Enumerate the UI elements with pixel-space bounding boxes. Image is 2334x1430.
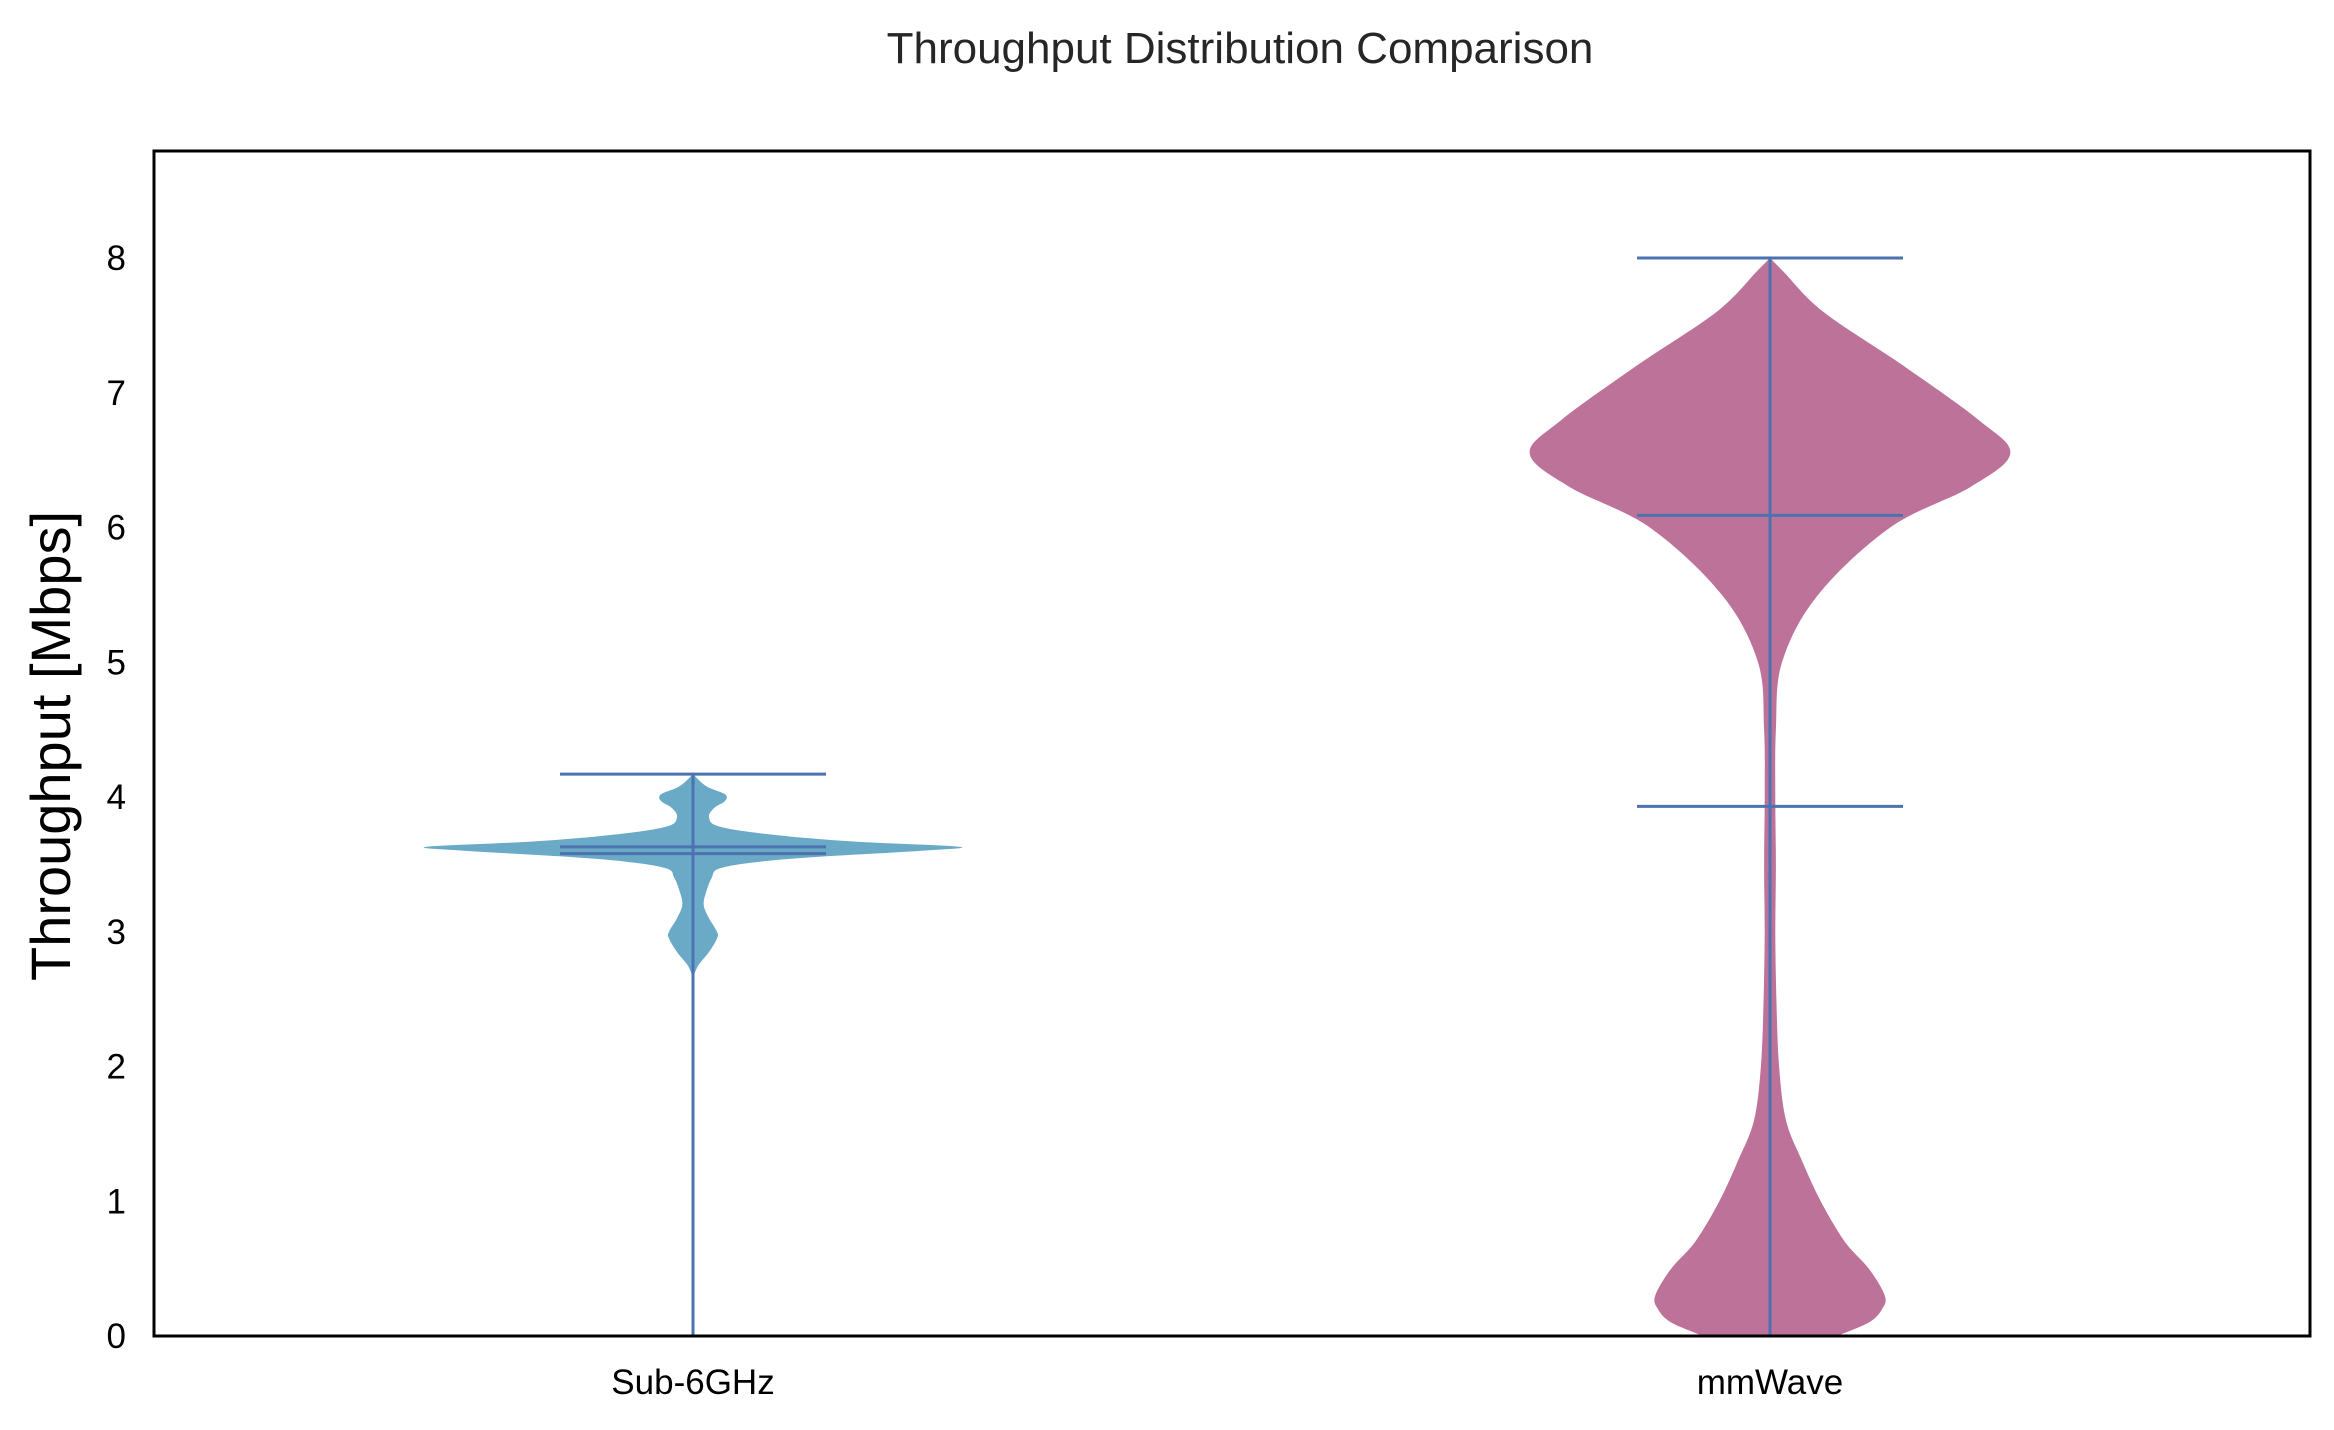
y-tick-label: 4 [107,778,126,817]
y-tick-label: 1 [107,1182,126,1221]
y-tick-label: 2 [107,1048,126,1087]
y-tick-label: 8 [107,239,126,278]
y-tick-label: 0 [107,1317,126,1356]
y-tick-label: 5 [107,643,126,682]
stat-lines-group [560,256,1903,1336]
y-tick-label: 3 [107,913,126,952]
x-tick-label: Sub-6GHz [611,1363,774,1402]
y-axis-label: Throughput [Mbps] [19,511,82,981]
y-tick-label: 6 [107,509,126,548]
plot-area-frame [152,149,2312,1338]
chart-title: Throughput Distribution Comparison [887,24,1594,73]
violins-group [423,256,2011,1337]
y-ticks-group: 0 1 2 3 4 5 6 7 8 [107,239,126,1356]
x-tick-label: mmWave [1697,1363,1843,1402]
y-tick-label: 7 [107,374,126,413]
x-ticks-group: Sub-6GHz mmWave [611,1363,1843,1402]
